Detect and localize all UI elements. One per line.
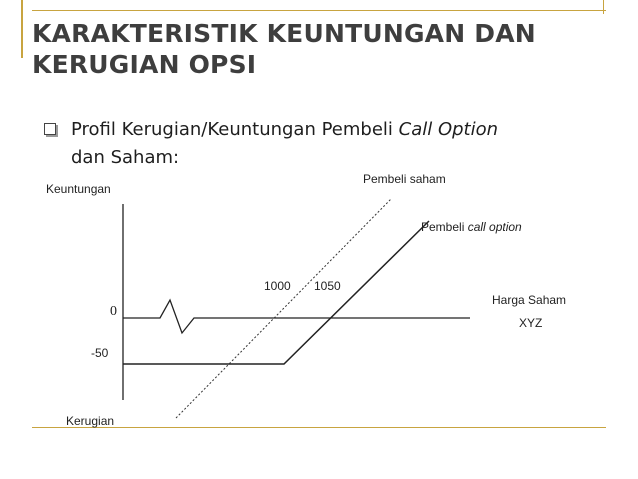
y-top-label: Keuntungan bbox=[46, 182, 111, 196]
zero-label: 0 bbox=[110, 304, 117, 319]
x-label-line2: XYZ bbox=[519, 316, 542, 330]
call-label: Pembeli call option bbox=[421, 220, 522, 234]
slide-title: KARAKTERISTIK KEUNTUNGAN DAN KERUGIAN OP… bbox=[32, 18, 592, 80]
call-label-prefix: Pembeli bbox=[421, 220, 468, 234]
minus-label: -50 bbox=[91, 346, 109, 360]
bullet-prefix: Profil Kerugian/Keuntungan Pembeli bbox=[71, 119, 399, 140]
frame-bottom-line bbox=[32, 427, 606, 428]
frame-right-line bbox=[603, 0, 604, 14]
square-bullet-icon bbox=[44, 123, 56, 135]
stock-line bbox=[175, 198, 392, 419]
bullet-text: Profil Kerugian/Keuntungan Pembeli Call … bbox=[71, 116, 604, 172]
title-line-1: KARAKTERISTIK KEUNTUNGAN DAN bbox=[32, 19, 536, 48]
call-option-line bbox=[123, 220, 430, 365]
x-label-line1: Harga Saham bbox=[492, 293, 566, 307]
frame-top-line bbox=[32, 10, 606, 11]
title-line-2: KERUGIAN OPSI bbox=[32, 50, 257, 79]
strike-label: 1000 bbox=[264, 279, 291, 293]
call-label-italic: call option bbox=[468, 220, 522, 234]
frame-left-line bbox=[21, 0, 23, 58]
breakeven-label: 1050 bbox=[314, 279, 341, 293]
bullet-item: Profil Kerugian/Keuntungan Pembeli Call … bbox=[44, 116, 604, 172]
stock-label: Pembeli saham bbox=[363, 172, 446, 186]
x-axis bbox=[123, 298, 470, 335]
bullet-italic: Call Option bbox=[398, 119, 499, 140]
y-bottom-label: Kerugian bbox=[66, 414, 114, 428]
bullet-suffix: dan Saham: bbox=[71, 147, 180, 168]
